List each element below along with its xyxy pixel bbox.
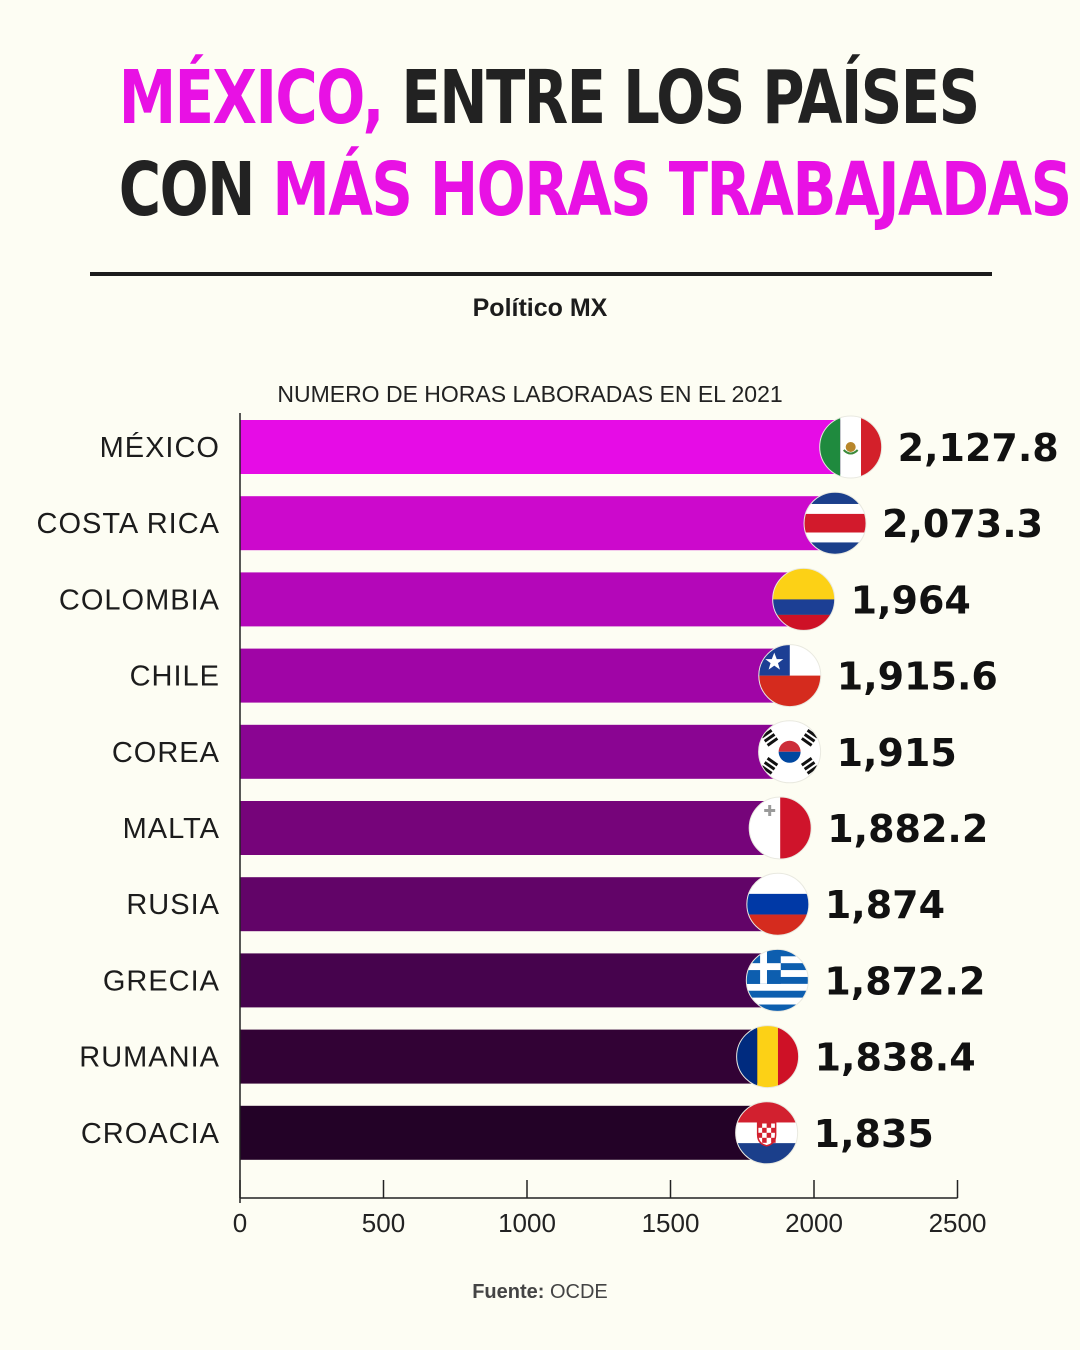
korea-flag-icon [758,720,822,784]
croatia-flag-icon [735,1101,799,1165]
category-label: RUSIA [126,889,220,921]
bar-chart: NUMERO DE HORAS LABORADAS EN EL 2021 MÉX… [37,381,1059,1238]
category-label: RUMANIA [79,1042,220,1074]
category-label: GRECIA [103,965,220,997]
category-label: CROACIA [81,1118,220,1150]
bar-grecia [240,953,778,1008]
value-label: 2,127.8 [898,426,1059,470]
category-label: COSTA RICA [37,508,221,540]
value-label: 1,964 [851,578,971,622]
greece-flag-icon [745,948,809,1012]
byline: Político MX [472,294,608,322]
source-value: OCDE [549,1281,608,1303]
costa-rica-flag-icon [803,491,867,555]
colombia-flag-icon [772,567,836,631]
x-tick-label: 2500 [929,1208,987,1238]
value-label: 1,874 [825,883,945,927]
x-tick-label: 2000 [785,1208,843,1238]
bar-costa-rica [240,496,836,551]
title-highlight-horas: MÁS HORAS TRABAJADAS [272,147,1072,233]
value-label: 1,915 [837,731,957,775]
x-tick-label: 1500 [642,1208,700,1238]
chile-flag-icon [758,644,822,708]
bar-malta [240,801,781,855]
category-label: CHILE [130,661,220,693]
value-label: 2,073.3 [882,502,1043,546]
x-axis: 0 500 1000 1500 2000 2500 [233,413,987,1238]
source-label: Fuente: [472,1281,545,1303]
romania-flag-icon [736,1025,800,1089]
value-label: 1,838.4 [815,1036,976,1080]
value-label: 1,872.2 [824,959,985,1003]
title-line-1: MÉXICO, ENTRE LOS PAÍSES [118,52,980,144]
chart-title: MÉXICO, ENTRE LOS PAÍSES CON MÁS HORAS T… [118,52,1072,236]
title-divider [90,272,992,276]
malta-flag-icon [748,796,812,860]
bar-chile [240,648,790,703]
title-line-2: CON MÁS HORAS TRABAJADAS [118,144,1072,236]
bar-rusia [240,877,778,932]
title-text-entre: ENTRE LOS PAÍSES [401,55,980,141]
bar-croacia [240,1105,767,1160]
bar-colombia [240,572,804,627]
bar-mexico [240,420,851,474]
category-label: COLOMBIA [59,584,220,616]
category-label: MÉXICO [100,431,220,464]
russia-flag-icon [746,872,810,936]
x-tick-label: 0 [233,1208,247,1238]
source-note: Fuente: OCDE [0,1281,1080,1304]
category-label: COREA [112,737,220,769]
value-label: 1,835 [814,1112,934,1156]
mexico-flag-icon [819,415,883,479]
value-label: 1,915.6 [837,655,998,699]
category-label: MALTA [123,813,220,845]
bars-layer: MÉXICO 2,127.8 COSTA RICA 2,073.3 COLOMBIA 1,… [37,415,1059,1165]
x-tick-label: 500 [362,1208,405,1238]
chart-subtitle: NUMERO DE HORAS LABORADAS EN EL 2021 [277,381,782,407]
title-highlight-mexico: MÉXICO, [118,55,385,141]
bar-corea [240,724,790,779]
title-text-con: CON [118,147,256,233]
value-label: 1,882.2 [827,807,988,851]
x-tick-label: 1000 [498,1208,556,1238]
bar-rumania [240,1029,768,1084]
